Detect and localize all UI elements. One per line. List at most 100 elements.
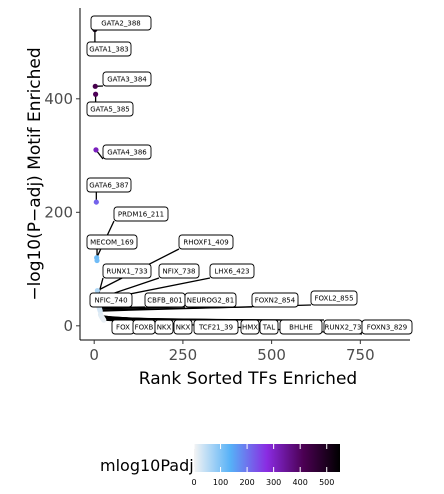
point-label-text: FOXN2_854 — [255, 297, 296, 305]
y-axis-ticks: 0 200 400 — [44, 90, 80, 335]
point-label-text: PRDM16_211 — [118, 211, 164, 219]
point-label-text: GATA6_387 — [89, 182, 129, 190]
point-label-box — [173, 319, 193, 335]
point-label-text: NKX — [176, 324, 191, 332]
point-label-text: NKX — [157, 324, 172, 332]
point-label-box — [240, 319, 260, 335]
point-label-text: FOXN3_829 — [367, 324, 407, 332]
point-label: PRDM16_211 — [113, 206, 169, 222]
point-label-box — [279, 319, 323, 335]
point-label-text: HMX — [242, 324, 258, 332]
point-label-box — [361, 319, 413, 335]
point-label: HMX — [240, 319, 260, 335]
point-label-box — [113, 206, 169, 222]
data-point — [101, 317, 107, 323]
colorbar-tick-label: 400 — [293, 478, 308, 487]
point-label: CBFB_801 — [144, 292, 186, 308]
point-label: GATA2_388 — [90, 15, 152, 31]
point-label-box — [102, 71, 152, 87]
point-label: TAL — [259, 319, 279, 335]
point-label-box — [86, 41, 132, 57]
y-tick-label: 0 — [63, 317, 73, 335]
colorbar-tick-label: 0 — [191, 478, 196, 487]
point-label: NFIX_738 — [158, 263, 200, 279]
point-label: GATA5_385 — [86, 101, 134, 117]
point-label-text: NFIX_738 — [163, 268, 196, 276]
point-label: GATA6_387 — [86, 177, 132, 193]
colorbar-tick-label: 300 — [266, 478, 281, 487]
y-tick-label: 200 — [44, 203, 73, 221]
point-label-text: RUNX1_733 — [106, 268, 147, 276]
point-label-text: CBFB_801 — [147, 297, 182, 305]
point-label-text: FOXL2_855 — [314, 295, 353, 303]
point-label: GATA1_383 — [86, 41, 132, 57]
colorbar-tick-label: 500 — [319, 478, 334, 487]
point-label-text: TAL — [262, 324, 276, 332]
point-label-text: GATA5_385 — [90, 106, 130, 114]
point-labels: GATA2_388 GATA1_383 GATA3_384 GATA5_385 GATA… — [86, 15, 413, 335]
point-label-text: MECOM_169 — [90, 239, 134, 247]
point-label-text: TCF21_39 — [198, 324, 233, 332]
point-label: FOXN2_854 — [251, 292, 299, 308]
y-axis-title: −log10(P−adj) Motif Enriched — [25, 47, 45, 300]
x-tick-label: 750 — [346, 346, 375, 364]
point-label: NFIC_740 — [89, 292, 133, 308]
data-point — [94, 257, 100, 264]
point-label-text: RHOXF1_409 — [183, 239, 228, 247]
point-label-box — [102, 263, 152, 279]
point-label: NKX — [173, 319, 193, 335]
point-label-box — [90, 15, 152, 31]
point-label-box — [184, 292, 237, 308]
point-label-text: GATA1_383 — [89, 46, 129, 54]
point-label-box — [259, 319, 279, 335]
point-label-box — [178, 234, 234, 250]
x-axis-title: Rank Sorted TFs Enriched — [139, 369, 357, 389]
point-label: GATA4_386 — [102, 144, 152, 160]
colorbar-tick-label: 100 — [213, 478, 228, 487]
point-label: FOX — [111, 319, 135, 335]
point-label-box — [158, 263, 200, 279]
point-label-text: LHX6_423 — [214, 268, 249, 276]
colorbar-ticks: 0 100 200 300 400 500 — [191, 444, 334, 487]
x-axis-ticks: 0 250 500 750 — [89, 340, 375, 364]
point-label-text: NFIC_740 — [94, 297, 127, 305]
point-label: GATA3_384 — [102, 71, 152, 87]
point-label-text: GATA3_384 — [107, 76, 147, 84]
point-label-box — [86, 234, 138, 250]
point-label-box — [193, 319, 239, 335]
colorbar-tick-label: 200 — [239, 478, 254, 487]
point-label: LHX6_423 — [209, 263, 255, 279]
x-tick-label: 0 — [89, 346, 99, 364]
point-label: TCF21_39 — [193, 319, 239, 335]
point-label-box — [86, 101, 134, 117]
point-label: NKX — [154, 319, 174, 335]
point-label: MECOM_169 — [86, 234, 138, 250]
y-tick-label: 400 — [44, 90, 73, 108]
data-point — [93, 147, 99, 153]
point-label: RHOXF1_409 — [178, 234, 234, 250]
point-label-box — [251, 292, 299, 308]
data-point — [93, 91, 99, 97]
point-label-text: RUNX2_73 — [325, 324, 362, 332]
point-label-box — [89, 292, 133, 308]
label-leaders — [93, 23, 363, 335]
x-tick-label: 500 — [257, 346, 286, 364]
point-label-text: BHLHE — [289, 324, 313, 332]
point-label-box — [154, 319, 174, 335]
point-label: NEUROG2_81 — [184, 292, 237, 308]
point-label: FOXL2_855 — [310, 290, 358, 306]
point-label-text: GATA2_388 — [101, 20, 141, 28]
point-label-text: FOXB — [135, 324, 154, 332]
point-label-box — [86, 177, 132, 193]
legend-title: mlog10Padj — [100, 456, 194, 475]
point-label: BHLHE — [279, 319, 323, 335]
x-tick-label: 250 — [169, 346, 198, 364]
point-label-box — [310, 290, 358, 306]
point-label: FOXB — [132, 319, 156, 335]
point-label-box — [209, 263, 255, 279]
point-label: FOXN3_829 — [361, 319, 413, 335]
point-label-text: FOX — [116, 324, 130, 332]
data-point — [92, 83, 98, 89]
point-label: RUNX1_733 — [102, 263, 152, 279]
data-point — [93, 199, 99, 205]
